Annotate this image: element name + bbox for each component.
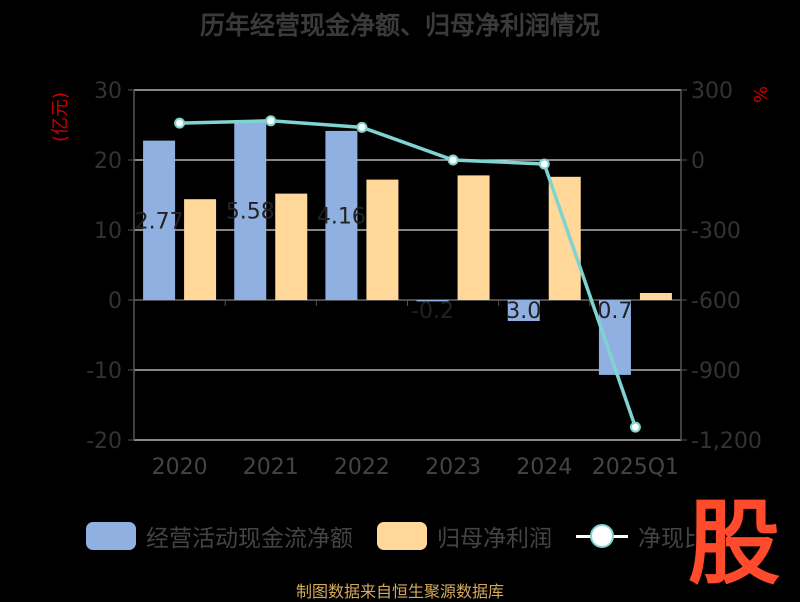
y-left-tick-label: -20 — [86, 429, 122, 454]
source-note: 制图数据来自恒生聚源数据库 — [295, 582, 504, 601]
y-right-tick-label: 0 — [691, 149, 705, 174]
x-tick-label: 2023 — [425, 455, 481, 480]
bar-data-label: 4.16 — [317, 204, 366, 229]
ratio-point — [265, 115, 277, 127]
ratio-line — [179, 119, 638, 428]
y-left-unit: (亿元) — [50, 92, 71, 142]
y-right-tick-label: 300 — [691, 79, 733, 104]
legend-item-cashflow[interactable]: 经营活动现金流净额 — [86, 519, 353, 553]
y-right-tick-label: -600 — [691, 289, 741, 314]
bar-cashflow — [416, 300, 449, 302]
chart-title: 历年经营现金净额、归母净利润情况 — [199, 11, 600, 40]
ratio-point — [174, 117, 186, 129]
ratio-point — [356, 121, 368, 133]
legend-swatch-profit — [377, 522, 427, 550]
y-left-tick-label: 10 — [94, 219, 122, 244]
legend-swatch-ratio — [576, 522, 628, 550]
x-tick-label: 2020 — [152, 455, 208, 480]
legend-swatch-cashflow — [86, 522, 136, 550]
bar-cashflow — [234, 120, 267, 300]
bar-profit — [366, 179, 399, 300]
y-left-tick-label: -10 — [86, 359, 122, 384]
x-tick-label: 2021 — [243, 455, 299, 480]
y-left-tick-label: 30 — [94, 79, 122, 104]
bar-data-label: 2.77 — [135, 209, 184, 234]
bar-profit — [639, 293, 672, 300]
y-left-tick-label: 0 — [108, 289, 122, 314]
y-right-tick-label: -900 — [691, 359, 741, 384]
legend-label-ratio: 净现比 — [638, 526, 707, 552]
bar-cashflow — [325, 130, 358, 300]
x-tick-label: 2025Q1 — [592, 455, 679, 480]
legend-label-profit: 归母净利润 — [437, 526, 552, 552]
y-right-tick-label: -1,200 — [691, 429, 762, 454]
legend-item-profit[interactable]: 归母净利润 — [377, 519, 552, 553]
chart-legend: 经营活动现金流净额 归母净利润 净现比 — [86, 518, 731, 554]
brand-logo: 股 — [688, 490, 781, 597]
legend-item-ratio[interactable]: 净现比 — [576, 519, 707, 553]
bar-data-label: -0.2 — [411, 299, 454, 324]
x-tick-label: 2024 — [516, 455, 572, 480]
bar-data-label: 5.58 — [226, 199, 275, 224]
x-tick-label: 2022 — [334, 455, 390, 480]
bar-data-label: 3.0 — [506, 299, 541, 324]
bar-profit — [275, 193, 308, 300]
bar-profit — [184, 199, 217, 300]
ratio-point — [629, 421, 641, 433]
legend-label-cashflow: 经营活动现金流净额 — [146, 526, 353, 552]
ratio-point — [447, 154, 459, 166]
bar-profit — [457, 175, 490, 300]
y-right-unit: % — [749, 86, 770, 103]
ratio-point — [538, 158, 550, 170]
bar-cashflow — [507, 300, 540, 321]
y-right-tick-label: -300 — [691, 219, 741, 244]
y-left-tick-label: 20 — [94, 149, 122, 174]
bar-data-label: 0.7 — [597, 299, 632, 324]
bar-cashflow — [143, 140, 176, 300]
